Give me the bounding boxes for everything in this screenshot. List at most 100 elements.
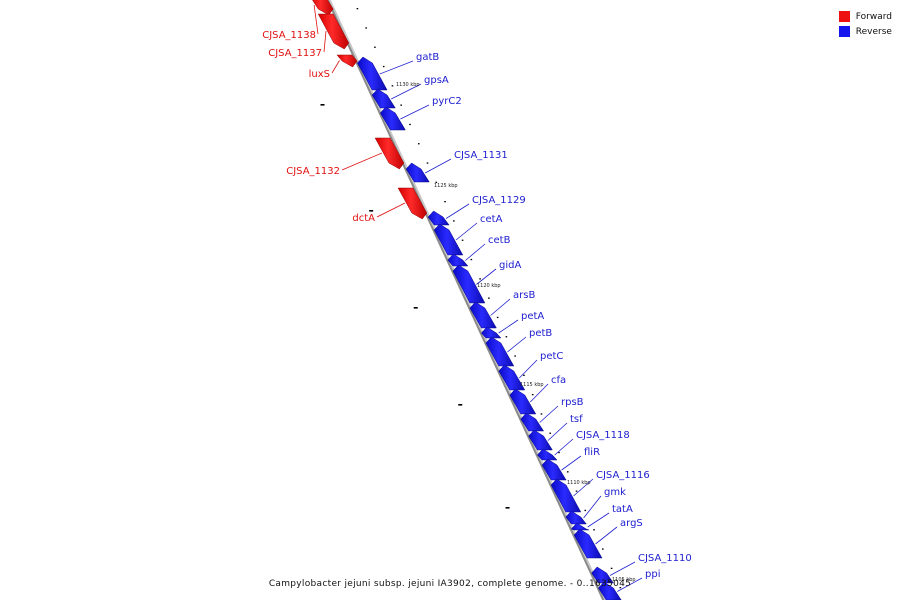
scale-dot: [409, 123, 411, 126]
leader-petC: [519, 359, 538, 379]
gene-label-CJSA_1110[interactable]: CJSA_1110: [638, 553, 692, 564]
leader-tatA: [587, 512, 610, 528]
gene-label-cetB[interactable]: cetB: [488, 235, 511, 246]
gene-arrow-tatA[interactable]: [570, 522, 590, 531]
scale-tick: [505, 507, 510, 509]
leader-tsf: [547, 422, 568, 441]
gene-label-CJSA_1118[interactable]: CJSA_1118: [576, 430, 630, 441]
leader-gatB: [379, 60, 414, 75]
scale-dot: [470, 258, 473, 261]
gene-label-tsf[interactable]: tsf: [570, 414, 583, 425]
gene-label-fliR[interactable]: fliR: [584, 447, 600, 458]
gene-label-CJSA_1138[interactable]: CJSA_1138: [262, 30, 316, 41]
gene-arrow-CJSA_1137[interactable]: [317, 13, 350, 50]
gene-arrow-petB[interactable]: [485, 336, 515, 367]
scale-dot: [540, 413, 543, 415]
gene-label-pyrC2[interactable]: pyrC2: [432, 96, 462, 107]
gene-arrow-CJSA_1138[interactable]: [310, 0, 334, 16]
leader-CJSA_1118: [554, 438, 574, 456]
gene-arrow-CJSA_1131[interactable]: [405, 162, 430, 183]
gene-label-rpsB[interactable]: rpsB: [561, 397, 584, 408]
gene-label-CJSA_1137[interactable]: CJSA_1137: [268, 48, 322, 59]
gene-arrow-CJSA_1110[interactable]: [591, 566, 614, 584]
gene-label-luxS[interactable]: luxS: [309, 69, 330, 80]
gene-label-CJSA_1116[interactable]: CJSA_1116: [596, 470, 650, 481]
gene-features: [310, 0, 622, 600]
gene-label-petA[interactable]: petA: [521, 311, 544, 322]
leader-ppi: [617, 577, 643, 592]
gene-arrow-petC[interactable]: [498, 364, 526, 391]
scale-tick: [458, 404, 463, 406]
scale-tick: [413, 307, 418, 309]
gene-arrow-rpsB[interactable]: [520, 412, 545, 432]
gene-arrow-arsB[interactable]: [469, 301, 497, 329]
gene-arrow-tsf[interactable]: [528, 429, 553, 451]
gene-label-gmk[interactable]: gmk: [604, 487, 626, 498]
gene-label-dctA[interactable]: dctA: [352, 213, 375, 224]
legend-reverse: Reverse: [838, 24, 892, 39]
scale-label: 1130 kbp: [396, 82, 420, 88]
tick-dots: [320, 8, 622, 589]
gene-label-CJSA_1129[interactable]: CJSA_1129: [472, 195, 526, 206]
gene-arrow-CJSA_1118[interactable]: [537, 448, 558, 461]
scale-dot: [531, 394, 534, 396]
leader-fliR: [561, 455, 582, 471]
gene-arrow-petA[interactable]: [481, 326, 502, 339]
gene-arrow-CJSA_1132[interactable]: [374, 137, 405, 170]
scale-tick: [320, 104, 325, 106]
gene-arrow-ppi[interactable]: [598, 581, 622, 600]
gene-arrow-cetB[interactable]: [447, 253, 469, 267]
gene-arrow-pyrC2[interactable]: [379, 106, 406, 131]
gene-arrow-gpsA[interactable]: [371, 88, 396, 109]
leader-argS: [595, 526, 618, 545]
leader-gpsA: [391, 83, 422, 100]
gene-label-gidA[interactable]: gidA: [499, 260, 521, 271]
scale-dot: [505, 336, 508, 338]
gene-arrow-gatB[interactable]: [357, 56, 388, 91]
leader-CJSA_1138: [313, 4, 319, 35]
scale-dot: [549, 432, 552, 434]
gene-label-cetA[interactable]: cetA: [480, 214, 503, 225]
gene-arrow-CJSA_1129[interactable]: [427, 210, 450, 226]
gene-arrow-gidA[interactable]: [452, 264, 486, 304]
genome-caption: Campylobacter jejuni subsp. jejuni IA390…: [268, 579, 632, 589]
scale-dot: [566, 471, 569, 473]
gene-arrow-CJSA_1116[interactable]: [550, 478, 582, 513]
gene-arrow-luxS[interactable]: [336, 54, 358, 68]
leader-gmk: [583, 495, 602, 519]
scale-dot: [435, 181, 438, 183]
leader-cetB: [465, 243, 486, 261]
gene-arrow-dctA[interactable]: [397, 187, 428, 220]
scale-dot: [575, 490, 578, 492]
gene-arrow-argS[interactable]: [573, 528, 603, 559]
gene-label-petB[interactable]: petB: [529, 328, 552, 339]
scale-dot: [514, 355, 516, 357]
gene-arrow-cetA[interactable]: [433, 223, 464, 256]
backbone-line: [326, 0, 605, 600]
gene-arrow-gmk[interactable]: [565, 510, 587, 525]
gene-arrow-cfa[interactable]: [509, 388, 537, 415]
gene-label-argS[interactable]: argS: [620, 518, 643, 529]
scale-dot: [496, 316, 499, 319]
gene-label-ppi[interactable]: ppi: [645, 569, 660, 580]
gene-label-gatB[interactable]: gatB: [416, 52, 439, 63]
scale-dot: [444, 201, 446, 203]
scale-dot: [374, 46, 376, 48]
scale-dot: [479, 278, 481, 280]
scale-dot: [356, 8, 359, 10]
gene-label-CJSA_1131[interactable]: CJSA_1131: [454, 150, 508, 161]
scale-label: 1110 kbp: [567, 480, 591, 486]
leader-dctA: [376, 202, 406, 218]
scale-label: 1120 kbp: [477, 283, 501, 289]
gene-label-gpsA[interactable]: gpsA: [424, 75, 449, 86]
gene-label-arsB[interactable]: arsB: [513, 290, 535, 301]
gene-label-petC[interactable]: petC: [540, 351, 563, 362]
label-leaders: [313, 4, 643, 592]
gene-arrow-fliR[interactable]: [541, 458, 567, 481]
scale-dot: [523, 374, 525, 376]
leader-CJSA_1132: [341, 152, 383, 171]
gene-label-tatA[interactable]: tatA: [612, 504, 633, 515]
gene-label-CJSA_1132[interactable]: CJSA_1132: [286, 166, 340, 177]
gene-label-cfa[interactable]: cfa: [551, 375, 566, 386]
